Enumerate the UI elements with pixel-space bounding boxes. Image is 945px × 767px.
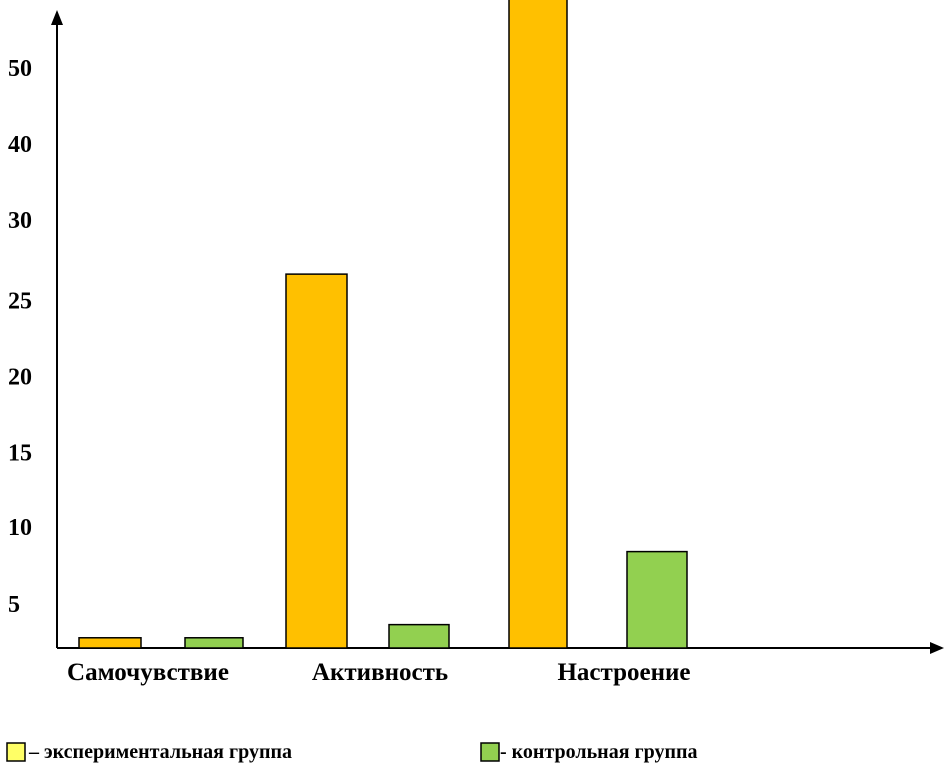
bar-control-1 <box>388 623 450 649</box>
x-axis-arrow-icon <box>930 642 944 654</box>
category-label: Активность <box>312 659 448 686</box>
category-labels: Самочувствие Активность Настроение <box>67 659 690 686</box>
y-tick-labels: 5 10 15 20 25 30 40 50 <box>8 56 32 618</box>
y-tick-label: 10 <box>8 515 32 541</box>
bar-experimental-1 <box>285 273 348 649</box>
bar-experimental-2 <box>508 0 568 649</box>
legend-label-control: - контрольная группа <box>500 741 698 763</box>
category-label: Настроение <box>557 659 690 686</box>
legend: – экспериментальная группа - контрольная… <box>6 741 698 763</box>
y-tick-label: 50 <box>8 56 32 82</box>
y-axis-arrow-icon <box>51 10 63 25</box>
y-tick-label: 25 <box>8 288 32 314</box>
legend-swatch-control <box>480 742 500 762</box>
legend-swatch-experimental <box>6 742 26 762</box>
y-tick-label: 30 <box>8 208 32 234</box>
y-tick-label: 40 <box>8 132 32 158</box>
y-tick-label: 20 <box>8 364 32 390</box>
bars <box>78 0 688 649</box>
bar-control-0 <box>184 637 244 649</box>
y-tick-label: 5 <box>8 592 20 618</box>
bar-experimental-0 <box>78 637 142 649</box>
y-tick-label: 15 <box>8 440 32 466</box>
axes <box>51 10 944 654</box>
bar-control-2 <box>626 550 688 649</box>
legend-label-experimental: – экспериментальная группа <box>28 741 292 763</box>
category-label: Самочувствие <box>67 659 229 686</box>
